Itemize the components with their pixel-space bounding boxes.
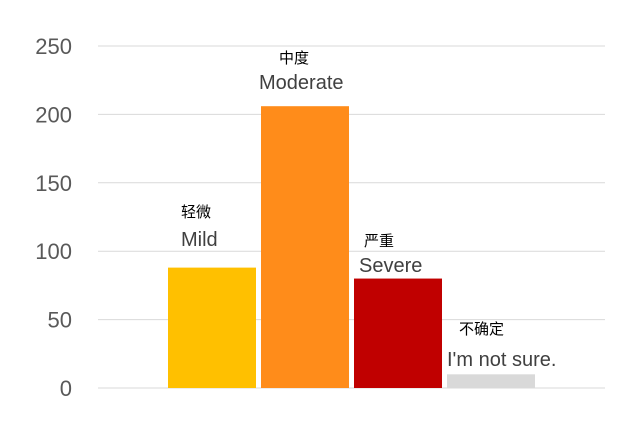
- y-tick-label-50: 50: [48, 308, 72, 333]
- y-tick-label-150: 150: [35, 171, 72, 196]
- bar-label-en-1: Moderate: [259, 72, 344, 94]
- y-tick-label-200: 200: [35, 102, 72, 127]
- bar-label-zh-1: 中度: [279, 49, 309, 67]
- bar-label-zh-2: 严重: [364, 232, 394, 250]
- bar-label-en-3: I'm not sure.: [447, 349, 556, 371]
- bar-labels: 轻微 Mild 中度 Moderate 严重 Severe 不确定 I'm not sure.: [181, 49, 556, 371]
- bar-mild: [168, 267, 256, 388]
- y-tick-label-0: 0: [60, 376, 72, 401]
- bar-label-en-2: Severe: [359, 255, 422, 277]
- bar-label-zh-0: 轻微: [181, 203, 211, 221]
- bar-i-m-not-sure: [447, 374, 535, 388]
- bar-moderate: [261, 106, 349, 388]
- bar-label-zh-3: 不确定: [459, 320, 504, 338]
- bars: [168, 106, 535, 388]
- y-tick-label-250: 250: [35, 34, 72, 59]
- bar-label-en-0: Mild: [181, 229, 218, 251]
- bar-severe: [354, 278, 442, 388]
- y-tick-label-100: 100: [35, 239, 72, 264]
- y-axis-ticks: 0 50 100 150 200 250: [35, 34, 72, 401]
